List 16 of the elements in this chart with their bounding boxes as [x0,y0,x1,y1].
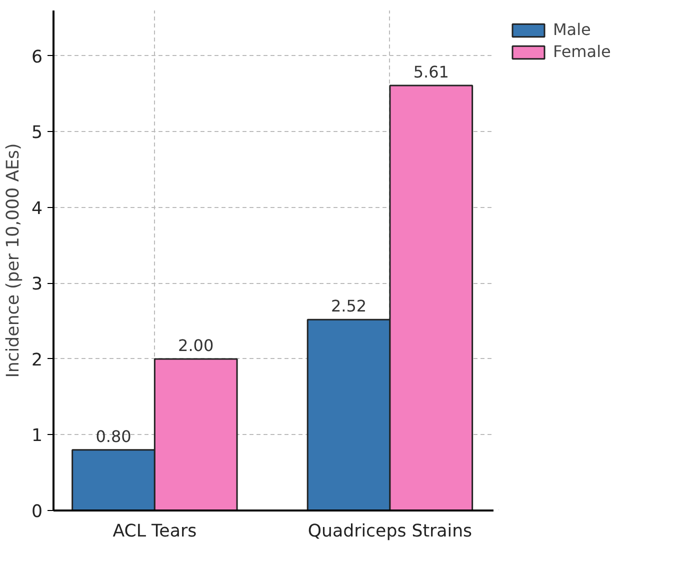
legend-label: Male [553,20,591,39]
y-tick-label: 6 [31,47,43,68]
data-label: 2.00 [178,336,214,355]
y-tick-label: 5 [31,123,43,144]
y-tick-label: 3 [31,274,43,295]
data-label: 0.80 [96,426,132,446]
data-label: 2.52 [330,296,367,316]
y-tick-label: 2 [31,350,43,370]
legend-label: Female [553,42,611,61]
y-axis-title: Incidence (per 10,000 AEs) [3,143,24,378]
x-tick-label: Quadriceps Strains [308,522,472,542]
y-tick-label: 0 [31,502,43,522]
y-tick-label: 1 [31,426,43,446]
data-label: 5.61 [413,62,449,82]
y-tick-label: 4 [31,198,43,219]
x-tick-label: ACL Tears [112,522,197,542]
